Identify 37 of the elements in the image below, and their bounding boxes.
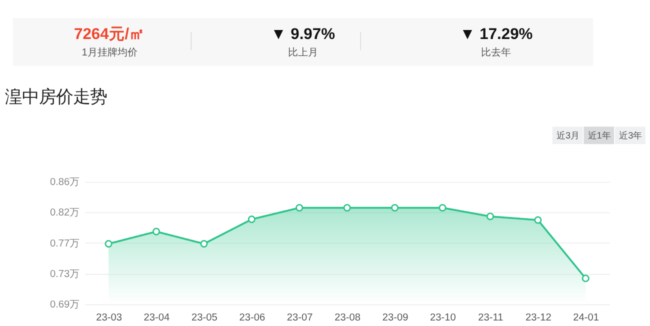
point <box>248 216 256 224</box>
chart-title: 湟中房价走势 <box>5 86 108 107</box>
y-tick-label: 0.69万 <box>50 300 80 311</box>
y-tick-label: 0.77万 <box>50 238 80 250</box>
y-tick-label: 0.82万 <box>50 208 80 219</box>
x-tick-label: 23-06 <box>239 312 266 324</box>
point <box>391 204 399 212</box>
x-tick-label: 23-09 <box>382 312 409 324</box>
text: 近3年 <box>619 130 642 141</box>
x-tick-label: 23-07 <box>286 312 314 324</box>
text: 7264元/㎡ <box>74 26 146 44</box>
point <box>486 212 494 220</box>
text: 近1年 <box>588 130 611 141</box>
x-tick-label: 23-03 <box>96 312 122 324</box>
text: 比去年 <box>481 46 512 59</box>
text: 1月挂牌均价 <box>82 46 138 59</box>
point <box>582 274 590 282</box>
text: 近3月 <box>556 130 580 141</box>
x-tick-label: 23-11 <box>478 312 504 324</box>
point <box>438 204 446 212</box>
point <box>534 216 542 224</box>
y-tick-label: 0.73万 <box>50 268 80 280</box>
point <box>200 240 208 248</box>
text: ▼ 9.97% <box>270 26 336 44</box>
point <box>343 204 351 212</box>
x-tick-label: 23-10 <box>430 312 456 324</box>
x-tick-label: 23-12 <box>525 312 552 324</box>
point <box>296 204 304 212</box>
y-tick-label: 0.86万 <box>50 177 80 188</box>
x-tick-label: 24-01 <box>573 312 600 324</box>
x-tick-label: 23-04 <box>144 312 170 324</box>
x-tick-label: 23-08 <box>334 312 361 324</box>
point <box>104 240 112 248</box>
x-tick-label: 23-05 <box>192 312 218 324</box>
text: ▼ 17.29% <box>460 26 533 44</box>
point <box>152 228 160 236</box>
text: 比上月 <box>288 46 318 59</box>
